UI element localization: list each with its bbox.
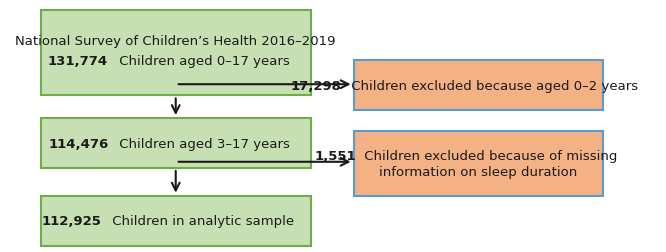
Text: Children excluded because of missing: Children excluded because of missing [360, 149, 618, 162]
Text: National Survey of Children’s Health 2016–2019: National Survey of Children’s Health 201… [15, 35, 336, 48]
Text: Children aged 3–17 years: Children aged 3–17 years [115, 137, 290, 150]
Text: 131,774: 131,774 [48, 54, 108, 67]
Text: Children in analytic sample: Children in analytic sample [109, 214, 294, 227]
Text: 1,551: 1,551 [314, 149, 356, 162]
Text: Children excluded because aged 0–2 years: Children excluded because aged 0–2 years [347, 80, 639, 92]
FancyBboxPatch shape [41, 196, 310, 246]
Text: 114,476: 114,476 [48, 137, 109, 150]
Text: 112,925: 112,925 [42, 214, 102, 227]
Text: 17,298: 17,298 [291, 80, 342, 92]
Text: Children aged 0–17 years: Children aged 0–17 years [115, 54, 290, 67]
FancyBboxPatch shape [41, 118, 310, 168]
FancyBboxPatch shape [354, 131, 603, 196]
FancyBboxPatch shape [41, 11, 310, 96]
Text: information on sleep duration: information on sleep duration [379, 166, 577, 179]
FancyBboxPatch shape [354, 61, 603, 111]
